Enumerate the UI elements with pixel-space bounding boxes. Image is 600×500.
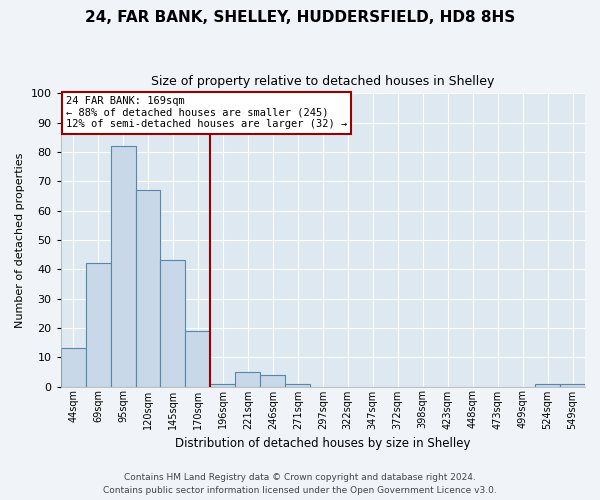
Bar [160, 260, 185, 386]
Bar [86, 264, 110, 386]
Bar [286, 384, 310, 386]
Bar [260, 375, 286, 386]
Bar [235, 372, 260, 386]
Bar [110, 146, 136, 386]
X-axis label: Distribution of detached houses by size in Shelley: Distribution of detached houses by size … [175, 437, 470, 450]
Bar [211, 384, 235, 386]
Title: Size of property relative to detached houses in Shelley: Size of property relative to detached ho… [151, 75, 494, 88]
Bar [61, 348, 86, 387]
Bar [185, 331, 211, 386]
Text: 24, FAR BANK, SHELLEY, HUDDERSFIELD, HD8 8HS: 24, FAR BANK, SHELLEY, HUDDERSFIELD, HD8… [85, 10, 515, 25]
Y-axis label: Number of detached properties: Number of detached properties [15, 152, 25, 328]
Text: 24 FAR BANK: 169sqm
← 88% of detached houses are smaller (245)
12% of semi-detac: 24 FAR BANK: 169sqm ← 88% of detached ho… [66, 96, 347, 130]
Bar [560, 384, 585, 386]
Bar [535, 384, 560, 386]
Bar [136, 190, 160, 386]
Text: Contains HM Land Registry data © Crown copyright and database right 2024.
Contai: Contains HM Land Registry data © Crown c… [103, 474, 497, 495]
